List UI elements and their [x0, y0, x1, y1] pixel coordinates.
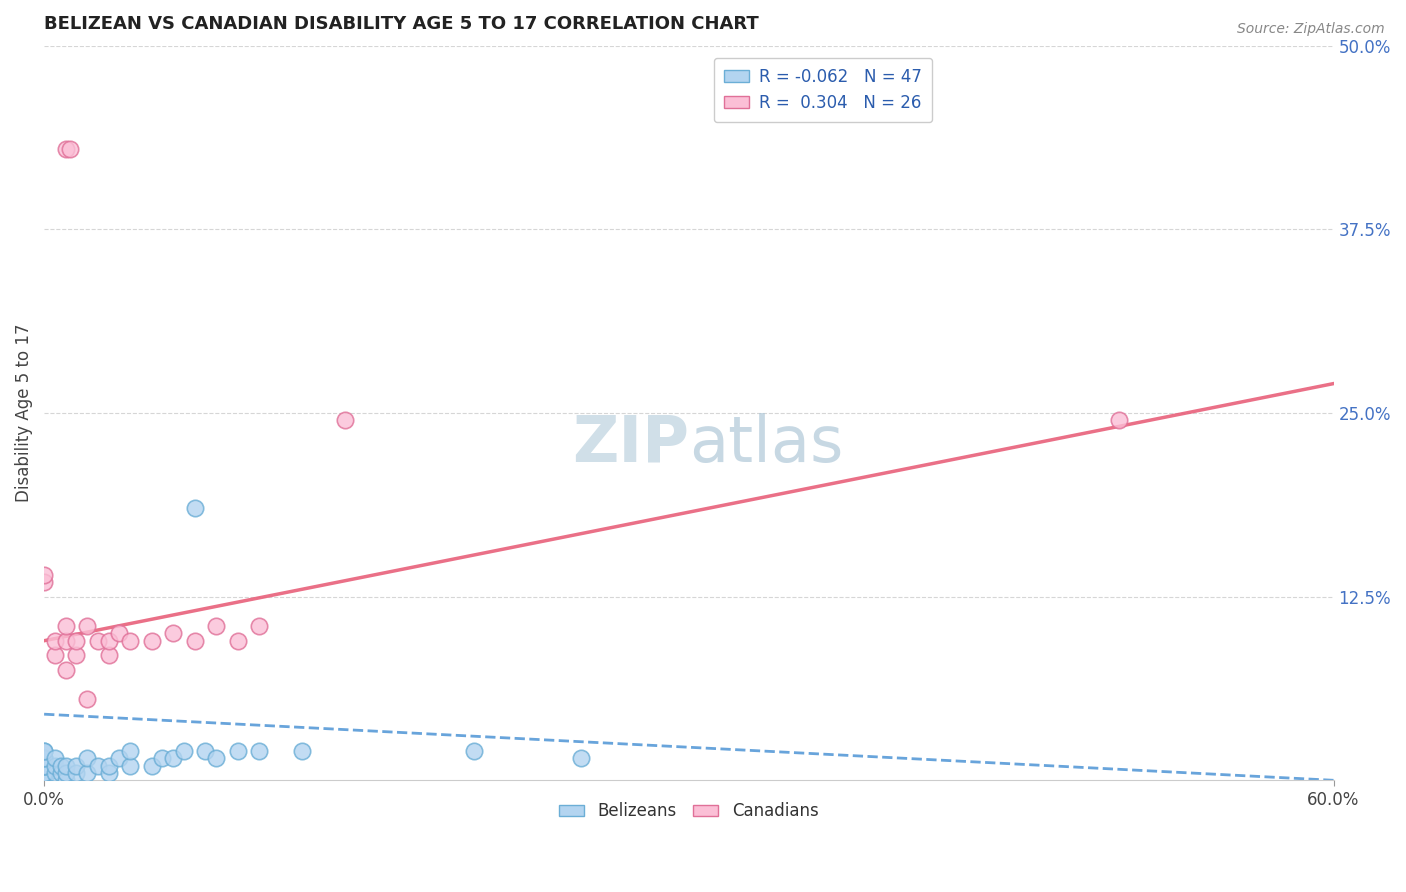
Point [65, 766, 87, 780]
Point [183, 501, 205, 516]
Y-axis label: Disability Age 5 to 17: Disability Age 5 to 17 [15, 324, 32, 502]
Point [55, 758, 77, 772]
Point [32, 744, 55, 758]
Point [32, 751, 55, 765]
Point [120, 744, 142, 758]
Point [247, 619, 270, 633]
Point [59, 141, 82, 155]
Point [108, 751, 131, 765]
Point [51, 766, 73, 780]
Point [150, 751, 173, 765]
Point [32, 574, 55, 589]
Point [173, 744, 195, 758]
Point [32, 766, 55, 780]
Point [65, 648, 87, 663]
Point [205, 619, 228, 633]
Point [44, 758, 66, 772]
Point [32, 773, 55, 788]
Point [162, 751, 184, 765]
Point [32, 758, 55, 772]
Point [32, 766, 55, 780]
Point [76, 619, 98, 633]
Point [183, 633, 205, 648]
Point [55, 663, 77, 677]
Point [87, 758, 110, 772]
Point [55, 766, 77, 780]
Point [32, 766, 55, 780]
Point [32, 751, 55, 765]
Point [44, 751, 66, 765]
Text: BELIZEAN VS CANADIAN DISABILITY AGE 5 TO 17 CORRELATION CHART: BELIZEAN VS CANADIAN DISABILITY AGE 5 TO… [44, 15, 759, 33]
Point [44, 766, 66, 780]
Text: Source: ZipAtlas.com: Source: ZipAtlas.com [1237, 22, 1385, 37]
Point [32, 744, 55, 758]
Point [55, 619, 77, 633]
Point [44, 648, 66, 663]
Text: ZIP: ZIP [572, 413, 689, 475]
Point [141, 758, 163, 772]
Point [226, 744, 249, 758]
Point [108, 626, 131, 640]
Point [55, 773, 77, 788]
Point [55, 633, 77, 648]
Point [32, 567, 55, 582]
Point [32, 758, 55, 772]
Point [97, 758, 120, 772]
Text: atlas: atlas [689, 413, 844, 475]
Point [569, 751, 592, 765]
Point [141, 633, 163, 648]
Point [97, 766, 120, 780]
Point [97, 633, 120, 648]
Point [205, 751, 228, 765]
Point [32, 773, 55, 788]
Point [32, 773, 55, 788]
Point [463, 744, 485, 758]
Point [97, 648, 120, 663]
Point [1108, 413, 1130, 427]
Point [76, 766, 98, 780]
Point [120, 758, 142, 772]
Point [76, 692, 98, 706]
Point [333, 413, 356, 427]
Point [226, 633, 249, 648]
Legend: Belizeans, Canadians: Belizeans, Canadians [553, 796, 825, 827]
Point [55, 141, 77, 155]
Point [162, 626, 184, 640]
Point [32, 773, 55, 788]
Point [32, 766, 55, 780]
Point [291, 744, 314, 758]
Point [120, 633, 142, 648]
Point [32, 758, 55, 772]
Point [194, 744, 217, 758]
Point [51, 758, 73, 772]
Point [32, 773, 55, 788]
Point [87, 633, 110, 648]
Point [65, 633, 87, 648]
Point [76, 751, 98, 765]
Point [32, 773, 55, 788]
Point [65, 758, 87, 772]
Point [44, 633, 66, 648]
Point [247, 744, 270, 758]
